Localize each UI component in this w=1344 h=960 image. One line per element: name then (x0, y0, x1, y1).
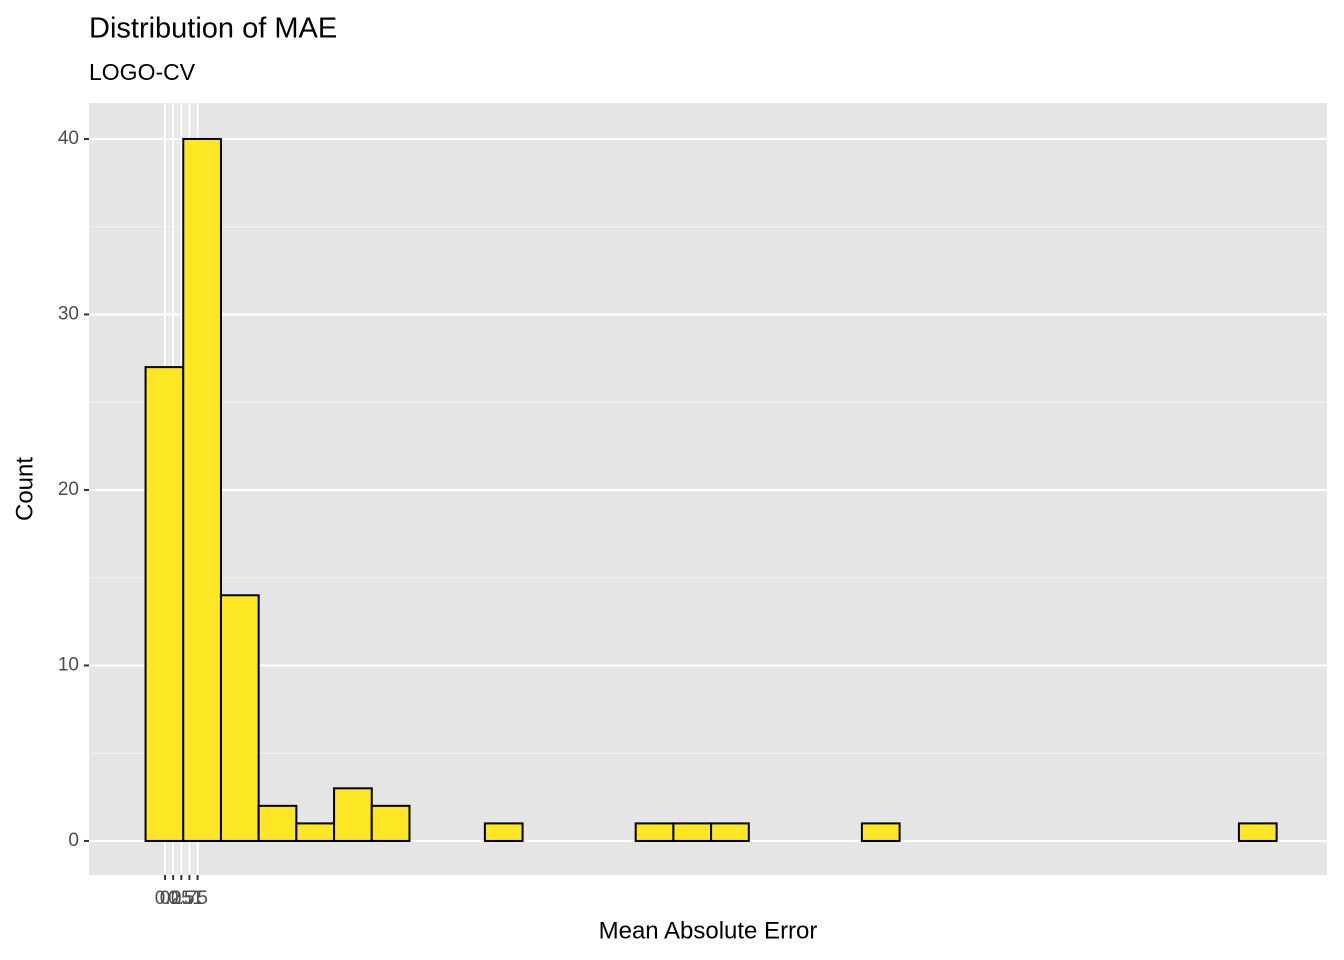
bar (672, 822, 713, 842)
bar (144, 366, 185, 842)
x-tick-label: 1 (192, 888, 203, 909)
bar (483, 822, 524, 842)
bar (370, 804, 411, 842)
y-tick-label: 30 (58, 303, 79, 324)
x-axis-title: Mean Absolute Error (599, 917, 818, 944)
bar (710, 822, 750, 842)
chart-subtitle: LOGO-CV (89, 59, 196, 85)
bars (144, 137, 1278, 842)
chart-title: Distribution of MAE (89, 13, 337, 45)
y-axis-title: Count (11, 457, 38, 521)
bar (860, 822, 901, 842)
bar (295, 822, 336, 842)
x-tick-label: 0.5 (168, 888, 194, 909)
x-tick-label: 0 (160, 888, 171, 909)
bar (1237, 822, 1278, 842)
bar (333, 787, 373, 842)
bar (257, 804, 298, 842)
x-tick-label: 0.25 (155, 888, 192, 909)
y-tick-label: 40 (58, 128, 79, 149)
bar (219, 594, 260, 842)
x-tick-label: 0.75 (171, 888, 208, 909)
y-tick-label: 20 (58, 479, 79, 500)
bar (182, 137, 222, 842)
y-tick-label: 0 (68, 830, 79, 851)
bar (634, 822, 675, 842)
y-tick-label: 10 (58, 654, 79, 675)
